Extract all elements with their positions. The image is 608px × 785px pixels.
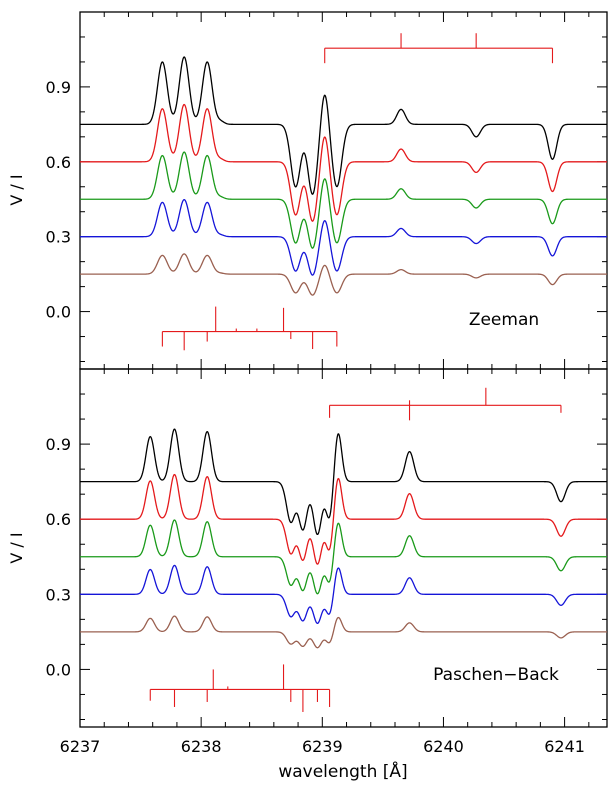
panel-paschen-back-ytick-label: 0.3: [46, 585, 71, 604]
x-tick-label: 6239: [302, 737, 343, 756]
panel-zeeman-curves: [79, 56, 608, 296]
x-tick-label: 6240: [423, 737, 464, 756]
panel-zeeman-ytick-label: 0.3: [46, 228, 71, 247]
panel-paschen-back-patterns: [149, 387, 562, 712]
panel-zeeman-label: Zeeman: [469, 310, 539, 330]
panel-paschen-back-ytick-label: 0.9: [46, 435, 71, 454]
panel-zeeman-ytick-label: 0.0: [46, 303, 71, 322]
panel-paschen-back-spectrum-4: [79, 615, 608, 649]
x-axis-label: wavelength [Å]: [278, 760, 407, 782]
panel-zeeman: 0.0 0.3 0.6 0.9 V / I Zeeman: [7, 11, 608, 370]
panel-paschen-back-label: Paschen−Back: [433, 665, 559, 685]
panel-paschen-back-spectrum-1: [79, 473, 608, 565]
panel-zeeman-spectrum-4: [79, 253, 608, 296]
panel-zeeman-spectrum-0: [79, 56, 608, 195]
panel-zeeman-ytick-label: 0.9: [46, 78, 71, 97]
panel-paschen-back-ylabel: V / I: [7, 532, 26, 563]
panel-paschen-back-ytick-label: 0.6: [46, 510, 71, 529]
panel-zeeman-spectrum-2: [79, 151, 608, 249]
panel-zeeman-ytick-label: 0.6: [46, 153, 71, 172]
panel-paschen-back-frame: [79, 368, 608, 728]
panel-paschen-back-spectrum-2: [79, 519, 608, 595]
x-tick-label: 6237: [60, 737, 101, 756]
panel-zeeman-x-ticks: [103, 12, 590, 369]
panel-paschen-back-spectrum-0: [79, 428, 608, 536]
x-tick-label: 6238: [181, 737, 222, 756]
panel-paschen-back-spectrum-3: [79, 564, 608, 624]
panel-zeeman-patterns: [161, 33, 554, 351]
panel-zeeman-ylabel: V / I: [7, 174, 26, 205]
panel-paschen-back-y-ticks: 0.0 0.3 0.6 0.9: [46, 393, 607, 720]
panel-zeeman-spectrum-1: [79, 103, 608, 222]
x-tick-label: 6241: [544, 737, 585, 756]
panel-paschen-back-curves: [79, 428, 608, 649]
panel-paschen-back-x-ticks: 6237 6238 6239 6240 6241: [60, 369, 590, 756]
panel-zeeman-spectrum-3: [79, 198, 608, 276]
panel-paschen-back-ytick-label: 0.0: [46, 660, 71, 679]
panel-paschen-back: 0.00.30.60.9 6237 6238 6239 6240 6241 V / I …: [7, 368, 608, 756]
